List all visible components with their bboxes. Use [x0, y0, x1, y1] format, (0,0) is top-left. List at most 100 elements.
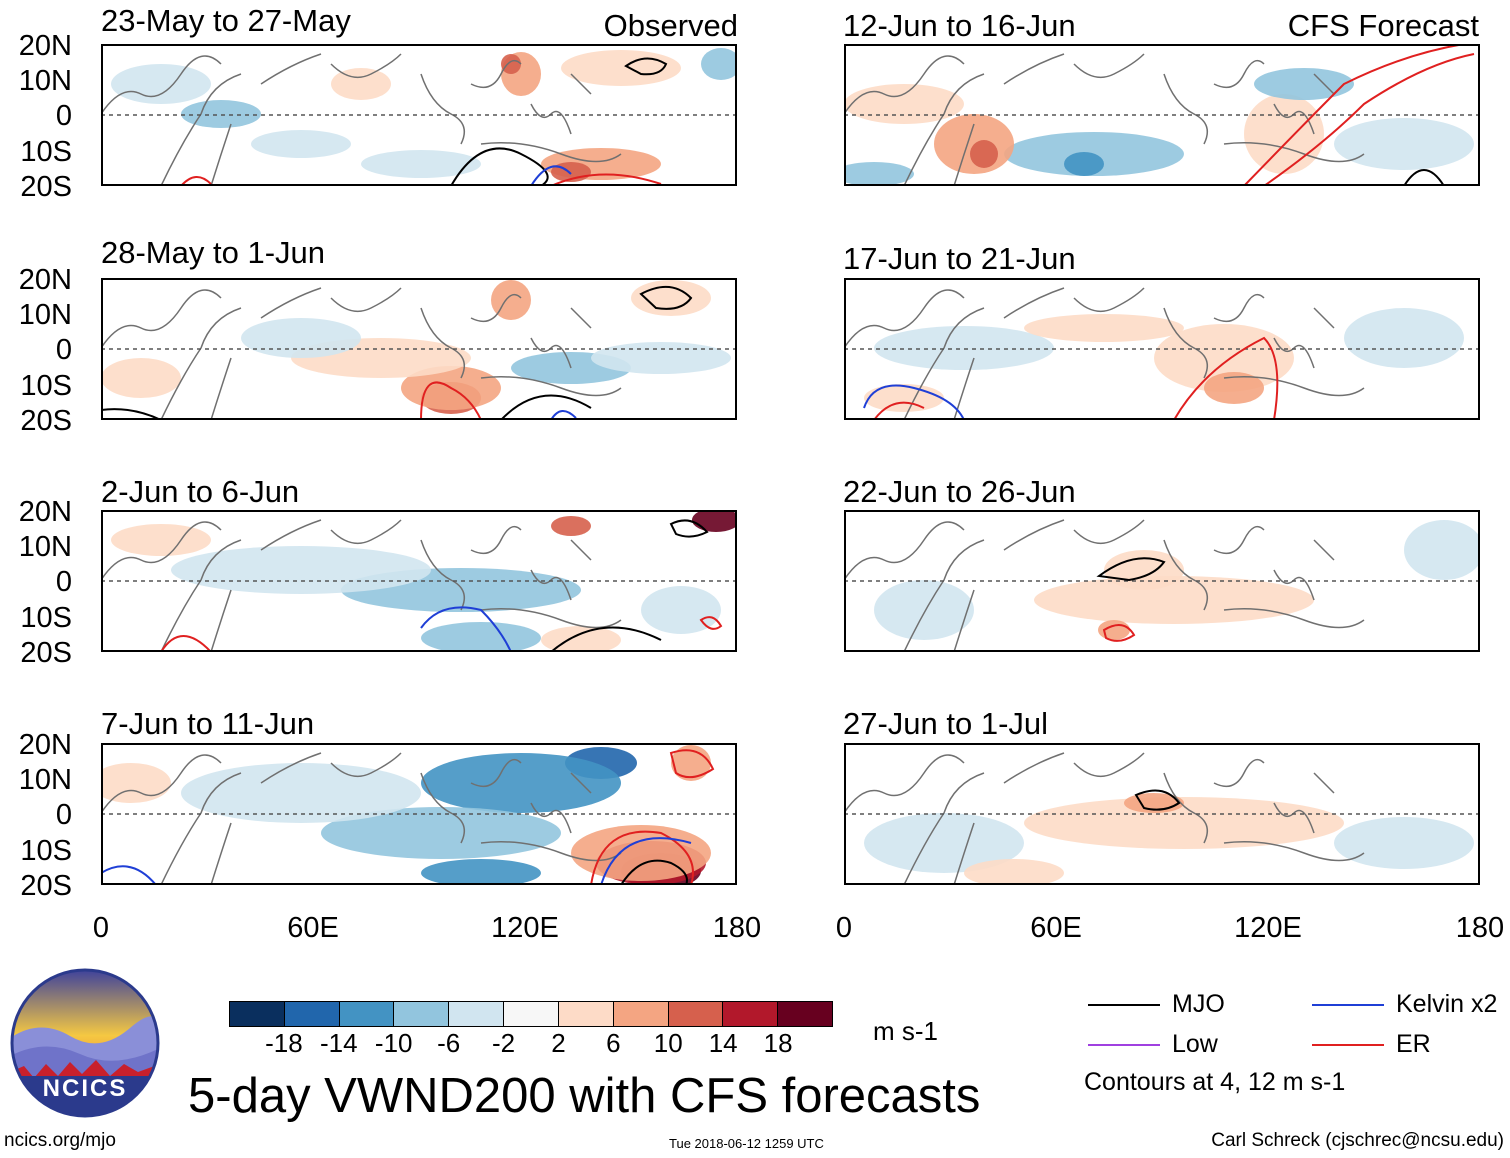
coastline: [530, 802, 572, 834]
coastline: [210, 357, 232, 420]
wave-contour: [1102, 624, 1136, 642]
lat-label: 20S: [20, 171, 72, 203]
coastline: [953, 123, 975, 186]
legend-item-low: Low: [1088, 1030, 1218, 1059]
legend-swatch: [1312, 1043, 1384, 1046]
coastline: [903, 307, 985, 420]
anomaly-shading: [970, 140, 998, 168]
lat-label: 20N: [18, 496, 72, 528]
anomaly-shading: [1244, 94, 1324, 174]
legend-item-kelvin: Kelvin x2: [1312, 990, 1497, 1019]
lat-label: 10N: [18, 764, 72, 796]
coastline: [480, 142, 622, 163]
coastline: [480, 841, 622, 862]
lat-label: 10N: [18, 299, 72, 331]
coastline: [953, 589, 975, 652]
anomaly-shading: [541, 626, 621, 652]
anomaly-shading: [571, 825, 711, 881]
colorbar-swatch: [723, 1002, 779, 1026]
coastline: [1313, 772, 1335, 794]
anomaly-shading: [874, 326, 1054, 370]
map-obs-3: [101, 510, 737, 652]
coastline: [210, 589, 232, 652]
coastline: [1073, 53, 1145, 79]
lat-label: 0: [55, 799, 72, 831]
map-fc-4: [844, 743, 1480, 885]
panel-title-obs-1: 23-May to 27-May: [101, 3, 351, 38]
anomaly-shading: [591, 342, 731, 374]
anomaly-shading: [1254, 68, 1354, 100]
coastline: [570, 772, 592, 794]
legend-swatch: [1312, 1003, 1384, 1006]
coastline: [1273, 569, 1315, 601]
anomaly-shading: [1344, 308, 1464, 368]
map-obs-2: [101, 278, 737, 420]
coastline: [210, 822, 232, 885]
coastline: [480, 608, 622, 629]
anomaly-shading: [1204, 372, 1264, 404]
colorbar-swatch: [449, 1002, 505, 1026]
colorbar-swatch: [613, 1002, 669, 1026]
anomaly-shading: [111, 524, 211, 556]
website-link[interactable]: ncics.org/mjo: [4, 1130, 116, 1151]
legend-label: Kelvin x2: [1396, 990, 1498, 1018]
colorbar-tick-label: 18: [763, 1028, 793, 1058]
lon-label: 180: [712, 912, 762, 944]
coastline: [953, 357, 975, 420]
coastline: [1003, 287, 1065, 319]
figure-title: 5-day VWND200 with CFS forecasts: [188, 1069, 981, 1123]
legend-swatch: [1088, 1003, 1160, 1006]
anomaly-shading: [1404, 520, 1480, 580]
coastline: [101, 289, 222, 349]
panel-title-fc-1: 12-Jun to 16-Jun: [843, 8, 1076, 43]
coastline: [1163, 73, 1209, 145]
panel-title-fc-3: 22-Jun to 26-Jun: [843, 474, 1076, 509]
coastline: [1003, 752, 1065, 784]
coastline: [903, 539, 985, 652]
wave-contour: [669, 519, 709, 538]
coastline: [330, 287, 402, 313]
map-obs-4: [101, 743, 737, 885]
anomaly-shading: [321, 807, 561, 859]
wave-contour: [1173, 336, 1279, 420]
colorbar-swatch: [230, 1002, 285, 1026]
colorbar-swatch: [668, 1002, 724, 1026]
coastline: [1003, 53, 1065, 85]
coastline: [1223, 608, 1365, 629]
anomaly-shading: [101, 763, 171, 803]
wave-contour: [101, 408, 162, 420]
lat-label: 20N: [18, 264, 72, 296]
coastline: [160, 307, 242, 420]
colorbar-tick-label: 14: [708, 1028, 738, 1058]
lon-label: 180: [1455, 912, 1505, 944]
map-obs-1: [101, 44, 737, 186]
coastline: [260, 287, 322, 319]
anomaly-shading: [864, 384, 944, 412]
anomaly-shading: [421, 753, 621, 813]
wave-contour: [873, 401, 925, 420]
anomaly-shading: [641, 586, 721, 634]
coastline: [1273, 337, 1315, 369]
colorbar-swatch: [394, 1002, 450, 1026]
lat-label: 10N: [18, 65, 72, 97]
wave-contour: [669, 749, 715, 779]
anomaly-shading: [421, 859, 541, 885]
wave-contour: [101, 865, 157, 885]
anomaly-shading: [864, 813, 1024, 873]
lat-label: 20S: [20, 405, 72, 437]
coastline: [330, 752, 402, 778]
anomaly-shading: [1104, 550, 1184, 590]
coastline: [330, 53, 402, 79]
panel-title-obs-3: 2-Jun to 6-Jun: [101, 474, 300, 509]
coastline: [1313, 539, 1335, 561]
coastline: [1223, 376, 1365, 397]
coastline: [330, 519, 402, 545]
colorbar-swatch: [284, 1002, 340, 1026]
anomaly-shading: [491, 280, 531, 320]
legend-item-er: ER: [1312, 1030, 1431, 1059]
colorbar-tick-label: -14: [320, 1028, 358, 1058]
map-fc-1-field: [844, 44, 1480, 186]
coastline: [470, 59, 522, 89]
panel-title-obs-2: 28-May to 1-Jun: [101, 235, 325, 270]
anomaly-shading: [1064, 152, 1104, 176]
